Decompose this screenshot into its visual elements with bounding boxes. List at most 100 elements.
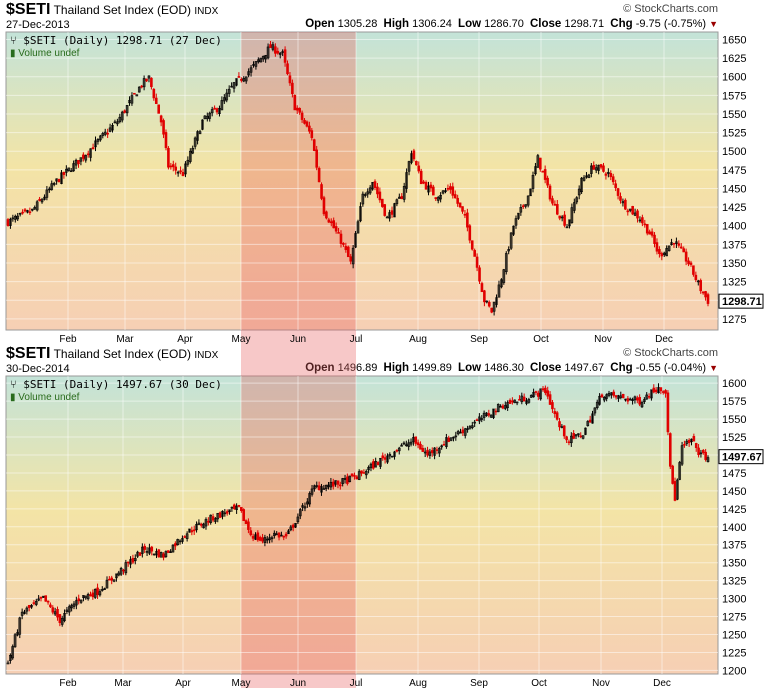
candle-body [541,170,545,173]
candle-body [478,267,481,282]
candle-body [614,395,618,398]
candle-body [407,442,410,447]
candle-body [585,175,588,178]
y-tick-label: 1350 [722,558,746,570]
candle-body [471,425,474,429]
candle-body [643,399,646,402]
candle-body [436,197,440,201]
candle-body [588,419,592,423]
candle-body [115,573,118,579]
candle-body [77,160,80,165]
candle-body [520,395,524,403]
candle-body [643,223,647,226]
candle-body [55,178,58,182]
candle-body [706,457,710,462]
candle-body [653,234,656,244]
y-tick-label: 1525 [722,128,746,140]
candle-body [23,209,27,212]
candle-body [654,389,658,393]
candle-body [706,294,710,304]
candle-body [325,211,328,219]
candle-body [56,609,59,618]
candle-body [169,551,172,553]
candle-body [82,154,85,159]
candle-body [582,177,586,181]
candle-body [256,532,260,541]
candle-body [354,233,357,248]
y-tick-label: 1375 [722,239,746,251]
candle-body [143,545,147,550]
chart-date: 27-Dec-2013 [6,19,70,31]
candle-body [305,121,309,127]
candle-body [492,408,495,418]
x-tick-label: Apr [175,678,191,688]
candle-body [538,157,542,170]
candle-body [381,198,384,207]
candle-body [579,435,583,438]
candle-body [6,219,10,226]
candle-body [9,655,12,661]
candle-body [33,207,37,210]
candle-body [53,611,57,615]
candle-body [405,444,408,447]
candle-body [130,95,134,104]
candle-body [385,216,389,219]
ohlc-readout: Open 1305.28 High 1306.24 Low 1286.70 Cl… [305,18,718,30]
candle-body [466,428,469,430]
candle-body [628,398,632,401]
candle-body [383,204,387,216]
candle-body [662,252,666,255]
candle-body [687,260,690,265]
candle-body [560,426,564,428]
candle-body [60,617,64,625]
candle-body [648,231,651,235]
candle-body [313,485,316,490]
down-triangle-icon: ▼ [709,363,718,373]
candle-body [283,49,287,63]
watermark: © StockCharts.com [623,3,718,15]
candle-body [390,210,394,215]
candle-body [155,551,158,556]
y-tick-label: 1600 [722,378,746,390]
candle-body [361,193,365,205]
candle-body [303,119,306,124]
candle-body [65,609,69,612]
x-tick-label: Nov [594,334,612,344]
candle-body [432,186,435,196]
candle-body [537,392,540,397]
last-price-label: 1298.71 [722,296,762,308]
chart-date: 30-Dec-2014 [6,363,70,375]
candle-body [607,392,611,396]
candle-body [247,521,250,530]
y-tick-label: 1375 [722,540,746,552]
candle-body [108,127,112,132]
candle-body [633,212,637,216]
candle-body [376,462,380,466]
candle-body [409,441,413,445]
candle-body [348,475,352,483]
candle-body [454,435,458,438]
candle-body [276,50,280,54]
candle-body [423,451,427,454]
candle-body [683,443,686,446]
candle-body [386,455,389,463]
candle-body [169,165,173,168]
candle-body [412,150,416,160]
chart-title: $SETI Thailand Set Index (EOD) INDX [6,1,219,18]
candle-body [63,612,66,621]
candle-body [49,604,52,608]
candle-body [277,532,281,538]
candle-body [666,392,670,433]
candle-body [487,302,491,307]
candle-body [514,218,518,226]
candle-body [70,604,73,609]
candle-body [235,505,238,510]
candle-body [174,166,178,171]
candle-body [112,579,116,582]
candle-body [438,448,441,454]
candle-body [62,171,66,175]
candle-body [567,441,571,444]
candle-body [609,173,613,178]
candle-body [308,493,311,505]
candle-body [230,85,233,88]
